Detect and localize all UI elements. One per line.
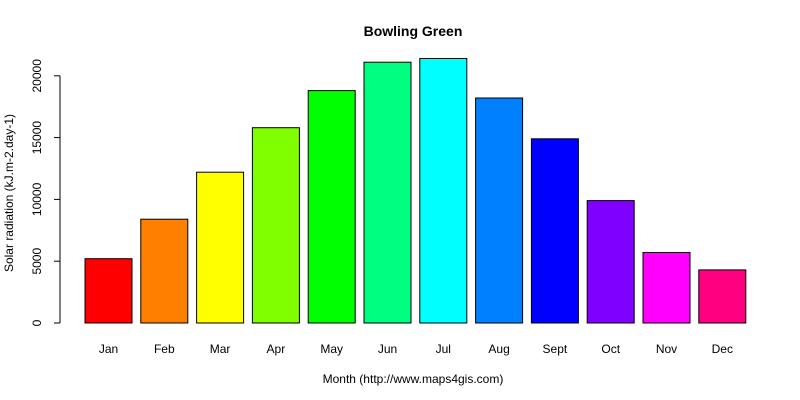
y-tick-label-15000: 15000 <box>30 121 44 155</box>
y-axis: 0 5000 10000 15000 20000 <box>30 59 61 326</box>
bar-dec <box>698 269 747 324</box>
x-axis-label: Month (http://www.maps4gis.com) <box>323 372 504 386</box>
y-tick-label-20000: 20000 <box>30 59 44 93</box>
bar-jun <box>363 61 412 324</box>
x-tick-label-apr: Apr <box>267 342 286 356</box>
y-tick-label-5000: 5000 <box>30 248 44 275</box>
x-tick-label-nov: Nov <box>656 342 677 356</box>
bar-sept <box>530 138 579 324</box>
x-tick-label-aug: Aug <box>488 342 509 356</box>
bar-mar <box>196 171 245 324</box>
y-tick-label-10000: 10000 <box>30 182 44 216</box>
x-tick-label-sept: Sept <box>543 342 568 356</box>
bar-jul <box>419 58 468 324</box>
x-tick-label-mar: Mar <box>210 342 231 356</box>
x-tick-label-may: May <box>320 342 343 356</box>
bar-may <box>307 90 356 324</box>
x-tick-label-jan: Jan <box>99 342 118 356</box>
x-axis: Jan Feb Mar Apr May Jun Jul Aug Sept Oct Nov Dec <box>99 342 733 356</box>
x-tick-label-jul: Jul <box>436 342 451 356</box>
x-tick-label-oct: Oct <box>601 342 620 356</box>
y-axis-label: Solar radiation (kJ.m-2.day-1) <box>2 114 16 272</box>
x-tick-label-dec: Dec <box>712 342 733 356</box>
x-tick-label-feb: Feb <box>154 342 175 356</box>
bar-jan <box>84 258 133 324</box>
bar-feb <box>140 218 189 324</box>
bar-aug <box>475 97 524 324</box>
x-tick-label-jun: Jun <box>378 342 397 356</box>
y-tick-label-0: 0 <box>30 319 44 326</box>
bars-group <box>84 58 747 324</box>
chart-title: Bowling Green <box>364 23 463 39</box>
bar-oct <box>586 200 635 324</box>
bar-nov <box>642 252 691 324</box>
bar-apr <box>251 127 300 324</box>
